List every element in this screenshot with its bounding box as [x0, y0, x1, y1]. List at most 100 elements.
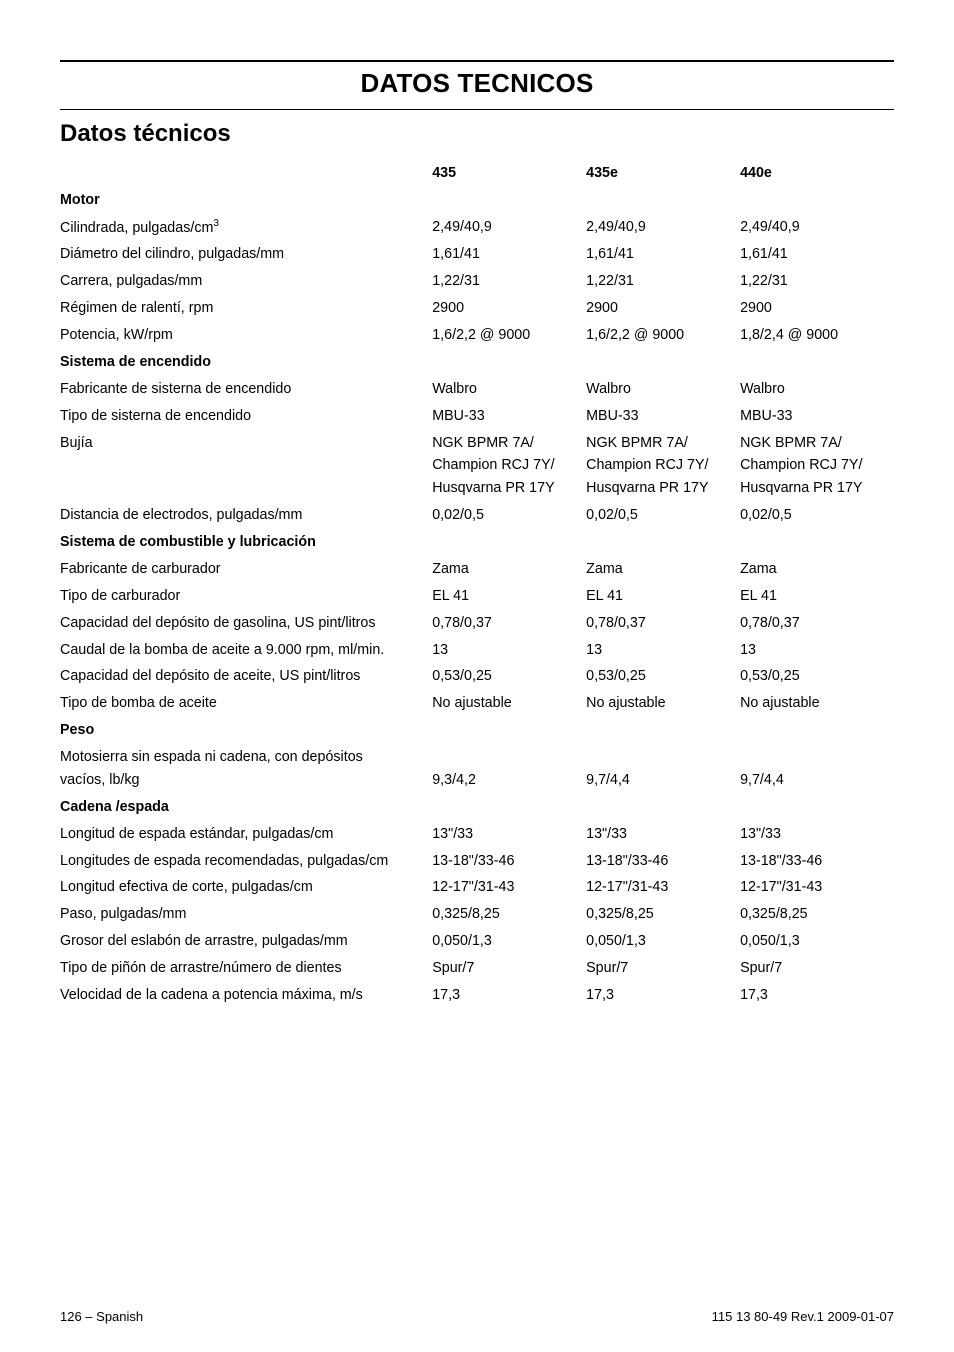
- section-title: Datos técnicos: [60, 110, 894, 160]
- row-label: Carrera, pulgadas/mm: [60, 268, 432, 295]
- cell: 0,325/8,25: [586, 901, 740, 928]
- weight-header: Peso: [60, 717, 894, 744]
- cell: 12-17"/31-43: [432, 874, 586, 901]
- cell: Walbro: [432, 376, 586, 403]
- row-label: Bujía: [60, 430, 432, 503]
- cell: 13"/33: [586, 821, 740, 848]
- cell: 1,22/31: [740, 268, 894, 295]
- cell: 1,61/41: [740, 241, 894, 268]
- cell: 1,6/2,2 @ 9000: [432, 322, 586, 349]
- row-label: Caudal de la bomba de aceite a 9.000 rpm…: [60, 637, 432, 664]
- cell: 1,8/2,4 @ 9000: [740, 322, 894, 349]
- row-label: Tipo de bomba de aceite: [60, 690, 432, 717]
- cell: MBU-33: [432, 403, 586, 430]
- bar-header: Cadena /espada: [60, 794, 894, 821]
- cell: 13: [432, 637, 586, 664]
- cell: 12-17"/31-43: [586, 874, 740, 901]
- row-label: Motosierra sin espada ni cadena, con dep…: [60, 744, 432, 794]
- cell: MBU-33: [586, 403, 740, 430]
- cell: 1,22/31: [586, 268, 740, 295]
- cell: 0,325/8,25: [432, 901, 586, 928]
- cell: 2,49/40,9: [740, 214, 894, 242]
- cell: EL 41: [586, 583, 740, 610]
- cell: 0,53/0,25: [432, 663, 586, 690]
- cell: 0,78/0,37: [740, 610, 894, 637]
- row-label: Tipo de piñón de arrastre/número de dien…: [60, 955, 432, 982]
- cell: 9,7/4,4: [740, 744, 894, 794]
- cell: 17,3: [740, 982, 894, 1009]
- motor-header: Motor: [60, 187, 894, 214]
- cell: 13-18"/33-46: [740, 848, 894, 875]
- row-label: Capacidad del depósito de aceite, US pin…: [60, 663, 432, 690]
- cell: 0,050/1,3: [586, 928, 740, 955]
- cell: Zama: [740, 556, 894, 583]
- cell: Spur/7: [740, 955, 894, 982]
- row-label: Longitudes de espada recomendadas, pulga…: [60, 848, 432, 875]
- row-label: Tipo de carburador: [60, 583, 432, 610]
- cell: NGK BPMR 7A/ Champion RCJ 7Y/ Husqvarna …: [586, 430, 740, 503]
- cell: NGK BPMR 7A/ Champion RCJ 7Y/ Husqvarna …: [740, 430, 894, 503]
- col-header-440e: 440e: [740, 160, 894, 187]
- cell: 0,78/0,37: [586, 610, 740, 637]
- row-label: Longitud de espada estándar, pulgadas/cm: [60, 821, 432, 848]
- cell: 0,53/0,25: [586, 663, 740, 690]
- row-label: Tipo de sisterna de encendido: [60, 403, 432, 430]
- row-label: Potencia, kW/rpm: [60, 322, 432, 349]
- cell: 0,050/1,3: [432, 928, 586, 955]
- cell: 13"/33: [740, 821, 894, 848]
- row-label: Régimen de ralentí, rpm: [60, 295, 432, 322]
- cell: 17,3: [432, 982, 586, 1009]
- cell: No ajustable: [740, 690, 894, 717]
- cell: 0,050/1,3: [740, 928, 894, 955]
- cell: Spur/7: [586, 955, 740, 982]
- cell: 12-17"/31-43: [740, 874, 894, 901]
- cell: Walbro: [586, 376, 740, 403]
- row-label: Fabricante de carburador: [60, 556, 432, 583]
- cell: No ajustable: [432, 690, 586, 717]
- cell: 1,6/2,2 @ 9000: [586, 322, 740, 349]
- row-label: Paso, pulgadas/mm: [60, 901, 432, 928]
- row-label: Velocidad de la cadena a potencia máxima…: [60, 982, 432, 1009]
- cell: 2900: [586, 295, 740, 322]
- row-label: Distancia de electrodos, pulgadas/mm: [60, 502, 432, 529]
- cell: 0,78/0,37: [432, 610, 586, 637]
- cell: 2,49/40,9: [586, 214, 740, 242]
- cell: 0,02/0,5: [740, 502, 894, 529]
- cell: 0,325/8,25: [740, 901, 894, 928]
- footer-right: 115 13 80-49 Rev.1 2009-01-07: [712, 1309, 894, 1324]
- cell: 13-18"/33-46: [432, 848, 586, 875]
- cell: 13"/33: [432, 821, 586, 848]
- row-label: Grosor del eslabón de arrastre, pulgadas…: [60, 928, 432, 955]
- cell: 1,61/41: [586, 241, 740, 268]
- cell: Spur/7: [432, 955, 586, 982]
- cell: 2900: [740, 295, 894, 322]
- cell: 13: [586, 637, 740, 664]
- cell: 0,53/0,25: [740, 663, 894, 690]
- cell: 13: [740, 637, 894, 664]
- row-label: Fabricante de sisterna de encendido: [60, 376, 432, 403]
- page-footer: 126 – Spanish 115 13 80-49 Rev.1 2009-01…: [60, 1309, 894, 1324]
- col-header-435: 435: [432, 160, 586, 187]
- row-label: Cilindrada, pulgadas/cm3: [60, 214, 432, 242]
- spec-table: 435 435e 440e Motor Cilindrada, pulgadas…: [60, 160, 894, 1009]
- footer-left: 126 – Spanish: [60, 1309, 143, 1324]
- row-label: Diámetro del cilindro, pulgadas/mm: [60, 241, 432, 268]
- cell: Zama: [432, 556, 586, 583]
- cell: 0,02/0,5: [432, 502, 586, 529]
- row-label: Longitud efectiva de corte, pulgadas/cm: [60, 874, 432, 901]
- row-label: Capacidad del depósito de gasolina, US p…: [60, 610, 432, 637]
- fuel-header: Sistema de combustible y lubricación: [60, 529, 894, 556]
- cell: Zama: [586, 556, 740, 583]
- cell: 2900: [432, 295, 586, 322]
- col-header-435e: 435e: [586, 160, 740, 187]
- page: DATOS TECNICOS Datos técnicos 435 435e 4…: [0, 0, 954, 1352]
- cell: 9,7/4,4: [586, 744, 740, 794]
- cell: 17,3: [586, 982, 740, 1009]
- cell: 1,61/41: [432, 241, 586, 268]
- cell: EL 41: [740, 583, 894, 610]
- cell: 0,02/0,5: [586, 502, 740, 529]
- cell: MBU-33: [740, 403, 894, 430]
- cell: Walbro: [740, 376, 894, 403]
- cell: NGK BPMR 7A/ Champion RCJ 7Y/ Husqvarna …: [432, 430, 586, 503]
- page-title: DATOS TECNICOS: [60, 62, 894, 103]
